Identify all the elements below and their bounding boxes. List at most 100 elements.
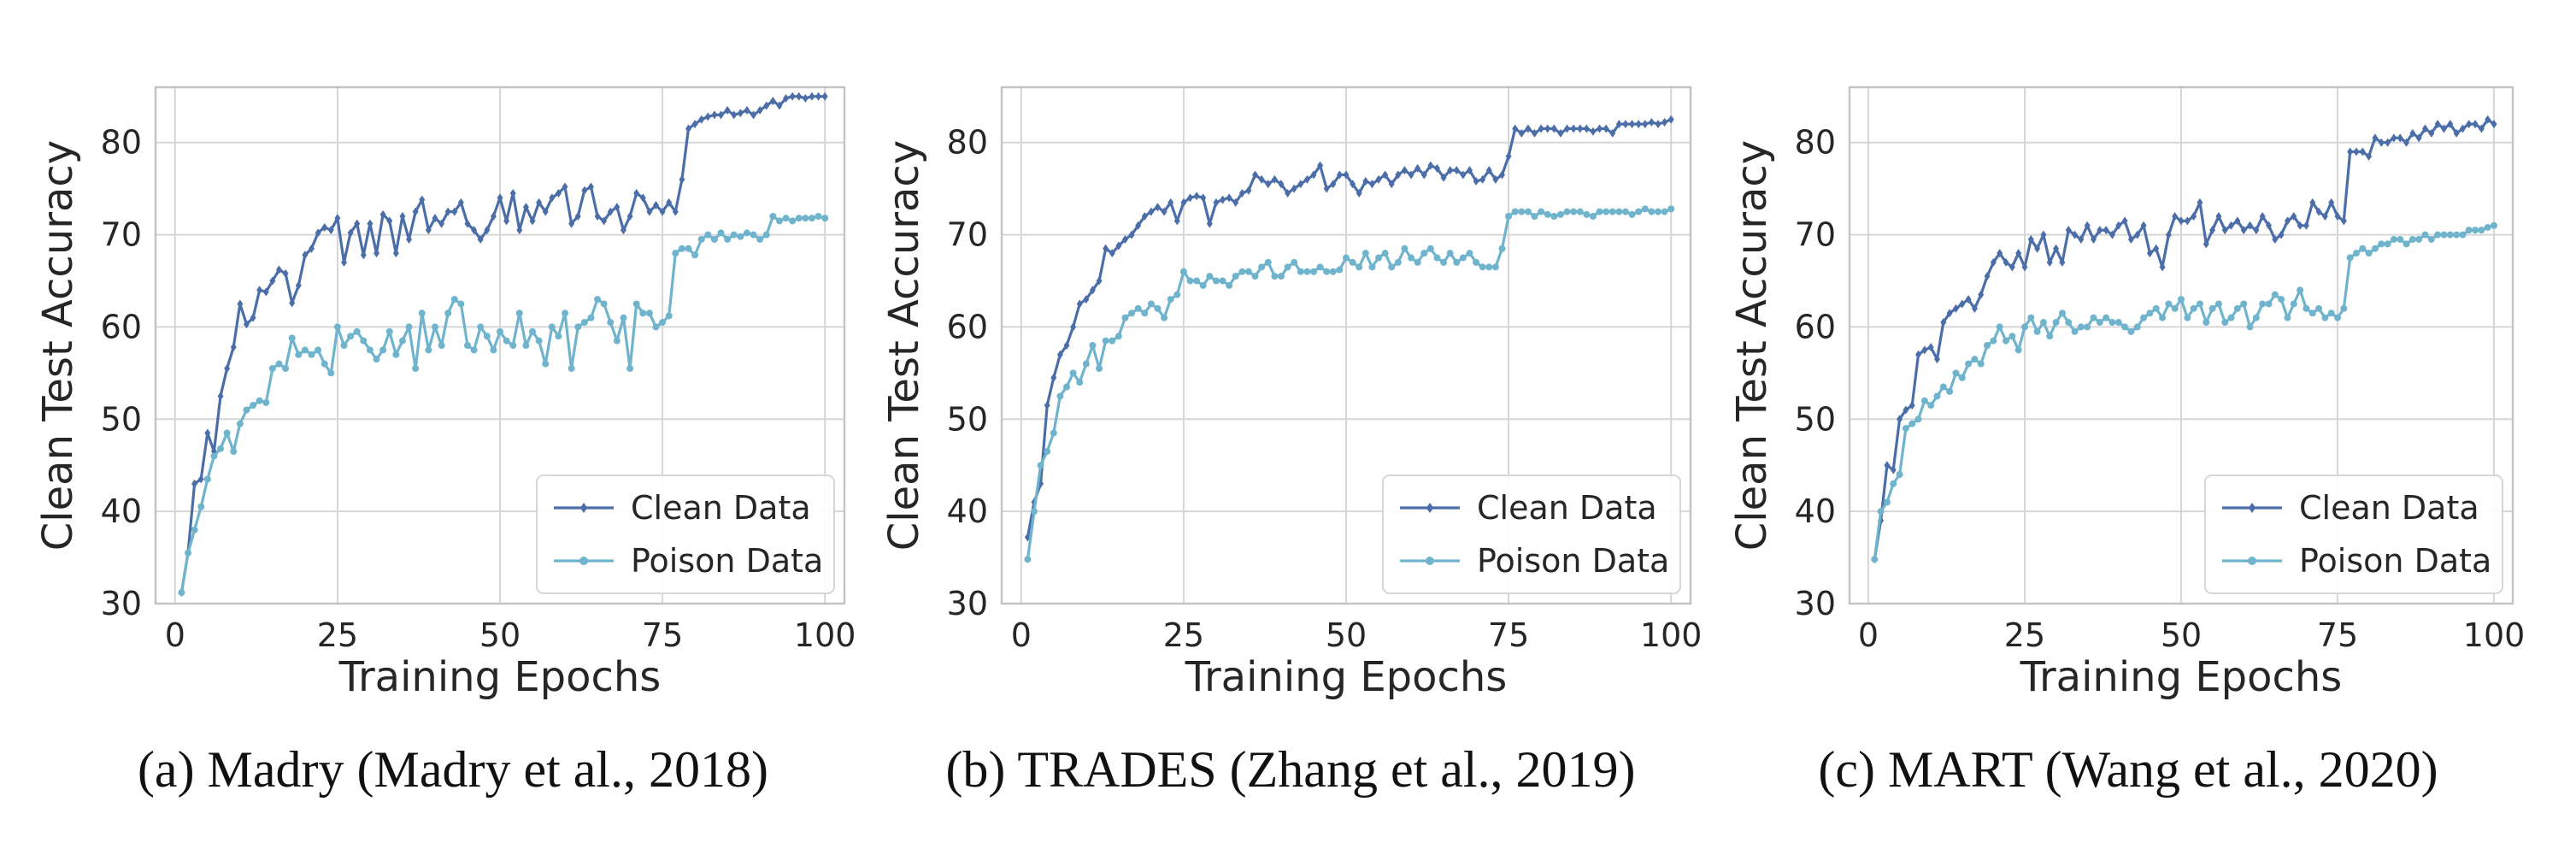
data-point-clean [2309, 197, 2316, 207]
data-point-clean [2403, 138, 2410, 147]
data-point-clean [2146, 249, 2153, 258]
data-point-poison [477, 323, 485, 331]
data-point-poison [2308, 309, 2316, 317]
data-point-poison [2020, 323, 2028, 331]
data-point-poison [1381, 250, 1389, 257]
data-point-clean [1661, 117, 1668, 127]
data-point-poison [691, 251, 699, 259]
data-point-clean [1635, 120, 1642, 129]
data-point-clean [243, 320, 250, 329]
plot-frame [1000, 85, 1692, 605]
data-point-clean [614, 203, 620, 212]
data-point-clean [1997, 249, 2003, 258]
data-point-poison [2434, 231, 2442, 239]
data-point-poison [704, 231, 712, 239]
y-tick-label: 60 [101, 308, 142, 345]
data-point-poison [2114, 319, 2122, 327]
data-point-clean [425, 226, 432, 235]
legend-label-poison: Poison Data [2299, 542, 2491, 580]
legend-marker-poison [2248, 557, 2256, 565]
data-point-clean [796, 91, 803, 101]
y-tick-label: 30 [947, 585, 988, 622]
data-point-poison [1134, 304, 1142, 312]
data-point-clean [1388, 180, 1395, 189]
data-point-poison [2271, 291, 2279, 298]
data-point-poison [1621, 208, 1629, 215]
data-point-poison [262, 398, 270, 406]
data-point-clean [379, 209, 386, 219]
x-axis-label: Training Epochs [1185, 653, 1508, 701]
data-point-clean [587, 182, 594, 192]
data-point-poison [1871, 556, 1879, 563]
data-point-poison [1394, 258, 1402, 266]
x-tick-label: 50 [2161, 616, 2202, 654]
data-point-clean [2415, 133, 2422, 143]
data-point-poison [2178, 296, 2185, 304]
data-point-clean [191, 479, 198, 488]
data-point-clean [672, 207, 679, 216]
data-point-clean [685, 124, 692, 133]
x-tick-label: 75 [2317, 616, 2358, 654]
data-point-clean [1232, 197, 1239, 207]
data-point-clean [2215, 212, 2222, 221]
data-point-poison [639, 309, 647, 317]
data-point-poison [1491, 263, 1499, 271]
data-point-poison [555, 333, 562, 340]
data-point-clean [1447, 166, 1454, 175]
data-point-clean [2103, 226, 2109, 235]
data-point-poison [1420, 250, 1428, 257]
data-point-poison [665, 312, 673, 320]
data-point-poison [405, 323, 413, 331]
caption-c: (c) MART (Wang et al., 2020) [1818, 741, 2438, 798]
data-point-clean [711, 110, 718, 120]
data-point-poison [1883, 498, 1891, 506]
data-point-poison [2152, 304, 2160, 312]
data-point-clean [1206, 219, 1213, 228]
data-point-clean [1375, 174, 1382, 184]
y-tick-label: 60 [1795, 308, 1836, 345]
data-point-clean [2172, 212, 2179, 221]
data-point-poison [580, 319, 588, 327]
data-point-clean [2409, 128, 2416, 138]
data-point-clean [2447, 120, 2454, 129]
data-point-poison [1984, 342, 1991, 349]
data-point-clean [679, 174, 685, 184]
data-point-poison [1635, 208, 1643, 215]
data-point-poison [1206, 273, 1214, 280]
data-point-poison [2365, 250, 2373, 257]
legend-marker-clean [579, 503, 588, 513]
data-point-clean [2366, 151, 2373, 161]
data-point-poison [717, 229, 725, 237]
data-point-poison [697, 235, 705, 243]
data-point-clean [2359, 147, 2366, 156]
data-point-poison [2290, 300, 2297, 308]
y-axis-label: Clean Test Accuracy [34, 140, 82, 551]
data-point-clean [1927, 343, 1934, 352]
data-point-poison [250, 402, 257, 410]
data-point-poison [678, 245, 685, 252]
data-point-clean [1070, 322, 1077, 332]
data-point-clean [2272, 234, 2279, 244]
data-point-poison [1965, 360, 1973, 368]
data-point-clean [2478, 124, 2485, 133]
data-point-clean [2027, 234, 2034, 244]
data-point-clean [581, 186, 588, 195]
data-point-poison [1550, 213, 1558, 220]
data-point-poison [1524, 208, 1532, 215]
data-point-clean [1200, 193, 1207, 203]
data-point-clean [1583, 124, 1590, 133]
data-point-poison [1958, 374, 1966, 381]
data-point-clean [1603, 124, 1609, 133]
data-point-clean [2321, 212, 2328, 221]
data-point-poison [2440, 231, 2448, 239]
data-point-clean [1427, 161, 1434, 170]
data-point-poison [185, 549, 192, 557]
data-point-clean [1076, 299, 1083, 309]
data-point-clean [1303, 174, 1310, 184]
data-point-poison [2303, 304, 2310, 312]
data-point-poison [2221, 319, 2229, 327]
data-point-poison [308, 351, 315, 358]
data-point-clean [1590, 127, 1597, 136]
x-tick-label: 75 [642, 616, 683, 654]
data-point-clean [1252, 170, 1259, 180]
